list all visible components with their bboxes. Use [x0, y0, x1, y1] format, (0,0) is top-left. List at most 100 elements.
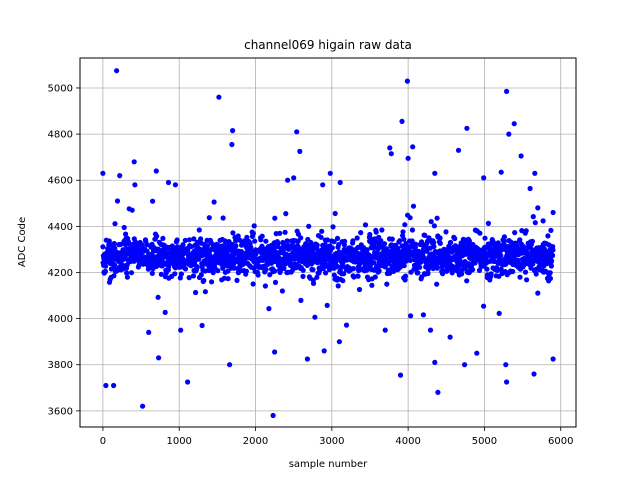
data-point — [211, 199, 217, 205]
data-point — [230, 128, 236, 134]
data-point — [485, 220, 491, 226]
data-point — [272, 215, 278, 221]
data-point — [371, 260, 377, 266]
data-point — [522, 269, 529, 275]
data-point — [524, 277, 530, 283]
data-point — [194, 264, 200, 270]
data-point — [459, 271, 465, 277]
data-point — [283, 211, 289, 217]
data-point — [540, 218, 546, 224]
x-tick-label: 1000 — [166, 436, 191, 447]
data-point — [504, 379, 510, 385]
data-point — [379, 227, 385, 233]
data-point — [210, 270, 216, 276]
y-tick-label: 4800 — [48, 130, 73, 141]
data-point — [282, 229, 288, 235]
data-point — [155, 294, 161, 300]
data-point — [225, 276, 231, 282]
data-point — [532, 220, 538, 226]
data-point — [518, 153, 524, 159]
data-point — [415, 270, 421, 276]
data-point — [498, 266, 504, 272]
data-point — [277, 230, 283, 236]
data-point — [230, 230, 236, 236]
data-point — [324, 237, 331, 243]
data-point — [272, 349, 278, 355]
data-point — [318, 234, 324, 240]
data-point — [291, 175, 297, 181]
data-point — [284, 238, 290, 244]
data-point — [434, 265, 440, 271]
data-point — [447, 334, 453, 340]
data-point — [327, 170, 333, 176]
data-point — [267, 272, 273, 278]
data-point — [550, 356, 556, 362]
data-point — [549, 253, 556, 259]
data-point — [149, 270, 155, 276]
data-point — [357, 260, 363, 266]
y-axis-label: ADC Code — [17, 217, 28, 267]
data-point — [351, 266, 357, 272]
data-point — [395, 245, 401, 251]
data-point — [528, 265, 534, 271]
data-point — [234, 277, 240, 283]
data-point — [193, 289, 199, 296]
data-point — [409, 227, 415, 233]
data-point — [123, 231, 129, 237]
data-point — [530, 214, 536, 220]
data-point — [405, 155, 411, 161]
data-point — [131, 159, 137, 165]
data-point — [498, 169, 504, 175]
data-point — [389, 236, 395, 242]
data-point — [510, 268, 516, 275]
plot-frame — [79, 57, 577, 428]
data-point — [140, 403, 146, 409]
data-point — [250, 230, 256, 237]
data-point — [294, 129, 300, 135]
data-point — [310, 267, 316, 273]
data-point — [482, 235, 488, 241]
y-axis-ticks: 3600 3800 4000 4200 4400 4600 4800 5000 — [48, 83, 80, 417]
y-tick-label: 4000 — [48, 314, 73, 325]
data-point — [310, 280, 317, 286]
data-point — [431, 240, 437, 246]
data-point — [250, 281, 256, 287]
data-point — [550, 209, 556, 216]
data-point — [153, 168, 159, 174]
data-point — [191, 236, 197, 242]
data-point — [354, 235, 360, 241]
data-point — [455, 147, 462, 153]
data-point — [407, 257, 413, 263]
data-point — [150, 198, 156, 204]
data-point — [402, 277, 408, 283]
data-point — [408, 313, 414, 319]
data-point — [376, 268, 382, 274]
data-point — [174, 237, 180, 243]
data-point — [335, 283, 341, 289]
data-point — [323, 270, 329, 276]
data-point — [422, 232, 428, 238]
data-point — [397, 264, 403, 270]
data-point — [124, 270, 130, 276]
data-point — [111, 241, 117, 247]
data-point — [255, 272, 261, 278]
data-point — [158, 271, 164, 277]
data-point — [201, 277, 207, 284]
data-point — [484, 266, 490, 272]
data-point — [160, 235, 166, 241]
data-point — [381, 241, 388, 247]
data-point — [517, 237, 523, 243]
data-point — [410, 144, 416, 150]
x-tick-label: 6000 — [548, 436, 573, 447]
data-point — [340, 278, 346, 284]
data-point — [272, 279, 279, 285]
data-point — [452, 236, 458, 242]
data-point — [202, 289, 208, 295]
data-point — [402, 222, 408, 228]
data-point — [501, 234, 507, 240]
data-point — [362, 222, 369, 228]
data-point — [341, 271, 347, 277]
data-point — [337, 179, 343, 186]
data-point — [464, 278, 470, 284]
